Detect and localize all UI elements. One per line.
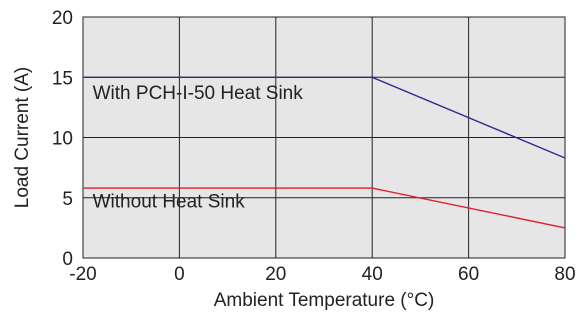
x-tick-label: 80	[554, 264, 575, 285]
annotation-label: Without Heat Sink	[93, 191, 246, 212]
y-tick-label: 0	[62, 249, 73, 270]
x-tick-label: -20	[69, 264, 96, 285]
x-tick-label: 0	[174, 264, 185, 285]
y-tick-label: 5	[62, 189, 73, 210]
x-tick-label: 60	[458, 264, 479, 285]
series-line-1	[83, 76, 566, 159]
x-tick-label: 40	[362, 264, 383, 285]
x-axis-label: Ambient Temperature (°C)	[214, 290, 435, 311]
y-axis-label: Load Current (A)	[12, 67, 33, 209]
y-tick-label: 15	[52, 68, 73, 89]
y-tick-label: 20	[52, 8, 73, 29]
annotations: With PCH-I-50 Heat Sink Without Heat Sink	[93, 83, 304, 212]
series-line-2	[83, 187, 566, 229]
y-tick-label: 10	[52, 129, 73, 150]
series-layer	[83, 76, 566, 229]
x-tick-label: 20	[265, 264, 286, 285]
annotation-label: With PCH-I-50 Heat Sink	[93, 83, 304, 104]
